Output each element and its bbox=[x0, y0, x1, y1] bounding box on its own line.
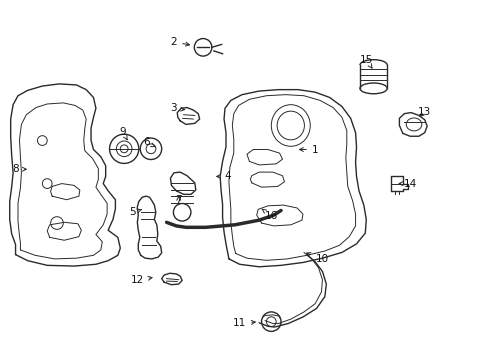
Text: 15: 15 bbox=[359, 55, 372, 68]
Text: 2: 2 bbox=[170, 37, 189, 47]
Text: 16: 16 bbox=[261, 209, 277, 221]
Text: 3: 3 bbox=[170, 103, 184, 113]
Text: 5: 5 bbox=[129, 207, 141, 217]
Text: 6: 6 bbox=[142, 138, 155, 147]
Text: 14: 14 bbox=[398, 179, 416, 189]
Text: 4: 4 bbox=[216, 171, 230, 181]
Text: 10: 10 bbox=[306, 253, 328, 264]
Text: 7: 7 bbox=[175, 195, 182, 205]
Text: 8: 8 bbox=[12, 164, 26, 174]
Text: 12: 12 bbox=[130, 275, 152, 285]
Text: 13: 13 bbox=[417, 107, 430, 117]
Text: 9: 9 bbox=[119, 127, 127, 140]
Text: 11: 11 bbox=[232, 319, 255, 328]
Text: 1: 1 bbox=[299, 144, 318, 154]
